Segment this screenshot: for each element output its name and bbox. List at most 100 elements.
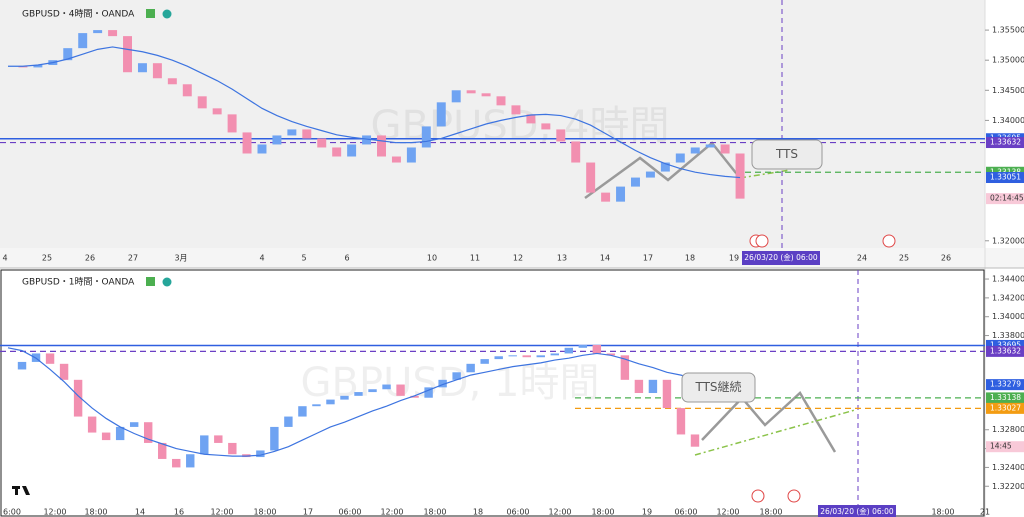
price-label: 1.33051 xyxy=(990,173,1021,182)
x-tick-label: 18:00 xyxy=(423,508,446,517)
candle xyxy=(438,379,447,388)
event-icon[interactable] xyxy=(751,489,765,503)
candle xyxy=(526,114,536,124)
x-tick-label: 12:00 xyxy=(43,508,66,517)
cursor-date-box xyxy=(742,251,820,265)
candle xyxy=(354,392,363,396)
x-tick-label: 26 xyxy=(941,254,951,263)
candle xyxy=(101,432,111,441)
candle xyxy=(436,102,446,127)
status-icon[interactable] xyxy=(162,277,172,287)
candle xyxy=(256,450,265,458)
moving-average xyxy=(7,347,696,457)
x-tick-label: 4 xyxy=(259,254,264,263)
y-tick-label: 1.32000 xyxy=(992,236,1024,245)
watermark: GBPUSD, 1時間 xyxy=(301,360,600,406)
candle xyxy=(377,135,386,157)
annotation-bubble xyxy=(751,139,823,170)
candle xyxy=(522,355,531,358)
candle xyxy=(108,30,118,37)
x-tick-label: 12:00 xyxy=(716,508,739,517)
x-tick-label: 18:00 xyxy=(84,508,107,517)
x-tick-label: 18:00 xyxy=(253,508,276,517)
status-icon[interactable] xyxy=(162,9,172,19)
candle xyxy=(466,90,476,94)
candle xyxy=(45,353,55,364)
x-tick-label: 18 xyxy=(473,508,483,517)
candle xyxy=(660,162,670,172)
candle xyxy=(242,132,252,154)
candle xyxy=(466,363,475,373)
candle xyxy=(556,129,566,142)
tv-logo xyxy=(12,486,30,495)
price-label: 1.33632 xyxy=(990,138,1021,147)
candle xyxy=(648,379,658,394)
y-tick-label: 1.34000 xyxy=(992,116,1024,125)
candle xyxy=(541,123,551,130)
cursor-date-box xyxy=(818,505,896,517)
event-icon[interactable] xyxy=(882,234,896,248)
x-tick-label: 21 xyxy=(980,508,990,517)
candle xyxy=(17,361,27,370)
price-label-box xyxy=(986,392,1024,404)
candle xyxy=(212,108,222,115)
annotation: TTS継続 xyxy=(694,379,741,394)
candle xyxy=(158,442,167,459)
candle xyxy=(496,96,506,106)
annotation: TTS xyxy=(775,147,798,161)
candle xyxy=(284,416,293,427)
candle xyxy=(257,144,267,154)
candle xyxy=(143,422,153,443)
candle xyxy=(167,78,177,85)
status-icon[interactable] xyxy=(146,9,155,18)
x-tick-label: 27 xyxy=(128,254,138,263)
annotation-bubble xyxy=(681,372,756,403)
candle xyxy=(720,144,730,154)
cursor-date: 26/03/20 (金) 06:00 xyxy=(744,252,818,262)
candle xyxy=(298,406,307,417)
candle xyxy=(410,395,419,398)
candle xyxy=(676,408,686,435)
candle xyxy=(735,153,745,199)
candle xyxy=(63,48,73,61)
projection-drawing xyxy=(701,391,837,453)
event-icon[interactable] xyxy=(787,489,801,503)
candle xyxy=(115,426,125,441)
x-tick-label: 25 xyxy=(42,254,52,263)
y-tick-label: 1.32400 xyxy=(992,463,1024,472)
moving-average xyxy=(8,46,741,179)
x-tick-label: 3月 xyxy=(174,254,187,263)
candle xyxy=(391,156,401,163)
y-tick-label: 1.34000 xyxy=(992,312,1024,321)
candle xyxy=(592,344,602,354)
candle xyxy=(287,129,297,136)
price-label: 1.33138 xyxy=(990,393,1021,402)
candle xyxy=(59,363,69,380)
candle xyxy=(424,387,433,398)
x-tick-label: 11 xyxy=(470,254,480,263)
x-tick-label: 18:00 xyxy=(931,508,954,517)
price-label: 1.33695 xyxy=(990,340,1021,349)
bottom-pane[interactable] xyxy=(0,269,985,517)
candle xyxy=(270,426,279,451)
candle xyxy=(536,355,545,358)
candle xyxy=(616,186,626,202)
candle xyxy=(564,347,574,354)
status-icon[interactable] xyxy=(146,277,155,286)
candle xyxy=(302,129,312,139)
price-label: 1.33279 xyxy=(990,380,1021,389)
candle xyxy=(129,422,139,427)
x-tick-label: 24 xyxy=(857,254,867,263)
event-icon[interactable] xyxy=(755,234,769,248)
candle xyxy=(326,399,335,405)
y-tick-label: 1.34200 xyxy=(992,293,1024,302)
candle xyxy=(480,359,489,364)
cursor-date: 26/03/20 (金) 06:00 xyxy=(820,506,894,516)
x-tick-label: 5 xyxy=(301,254,306,263)
candle xyxy=(93,30,103,34)
candle xyxy=(406,147,416,163)
candle xyxy=(123,36,133,73)
candle xyxy=(634,379,644,394)
candle xyxy=(214,435,223,443)
